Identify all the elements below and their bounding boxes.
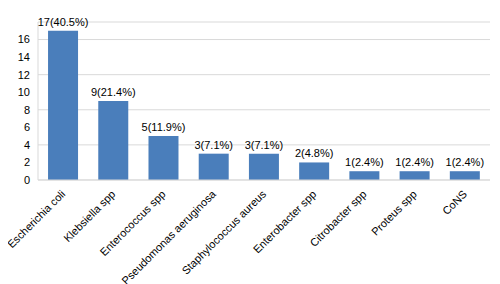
svg-text:4: 4 xyxy=(24,139,30,151)
svg-text:5(11.9%): 5(11.9%) xyxy=(142,121,186,133)
svg-text:3(7.1%): 3(7.1%) xyxy=(194,139,233,151)
svg-text:12: 12 xyxy=(18,69,30,81)
svg-text:Pseudomonas aeruginosa: Pseudomonas aeruginosa xyxy=(119,187,218,284)
svg-text:Klebsiella spp: Klebsiella spp xyxy=(61,188,117,244)
svg-text:Proteus spp: Proteus spp xyxy=(369,188,419,238)
svg-text:9(21.4%): 9(21.4%) xyxy=(91,86,136,98)
svg-text:Enterobacter spp: Enterobacter spp xyxy=(251,188,319,256)
svg-text:14: 14 xyxy=(18,51,30,63)
svg-text:1(2.4%): 1(2.4%) xyxy=(446,156,485,168)
svg-text:10: 10 xyxy=(18,86,30,98)
svg-text:2: 2 xyxy=(24,156,30,168)
svg-text:8: 8 xyxy=(24,104,30,116)
svg-text:17(40.5%): 17(40.5%) xyxy=(38,16,89,28)
svg-text:3(7.1%): 3(7.1%) xyxy=(245,139,284,151)
svg-text:Citrobacter spp: Citrobacter spp xyxy=(307,188,368,249)
svg-text:1(2.4%): 1(2.4%) xyxy=(395,156,434,168)
svg-text:16: 16 xyxy=(18,33,30,45)
svg-text:Enterococcus spp: Enterococcus spp xyxy=(97,187,168,259)
svg-text:Staphylococcus aureus: Staphylococcus aureus xyxy=(179,187,268,276)
svg-text:0: 0 xyxy=(24,174,30,186)
svg-text:6: 6 xyxy=(24,121,30,133)
svg-text:Escherichia coli: Escherichia coli xyxy=(8,188,67,251)
svg-text:2(4.8%): 2(4.8%) xyxy=(295,147,334,159)
svg-text:1(2.4%): 1(2.4%) xyxy=(345,156,384,168)
svg-text:CoNS: CoNS xyxy=(440,188,469,217)
